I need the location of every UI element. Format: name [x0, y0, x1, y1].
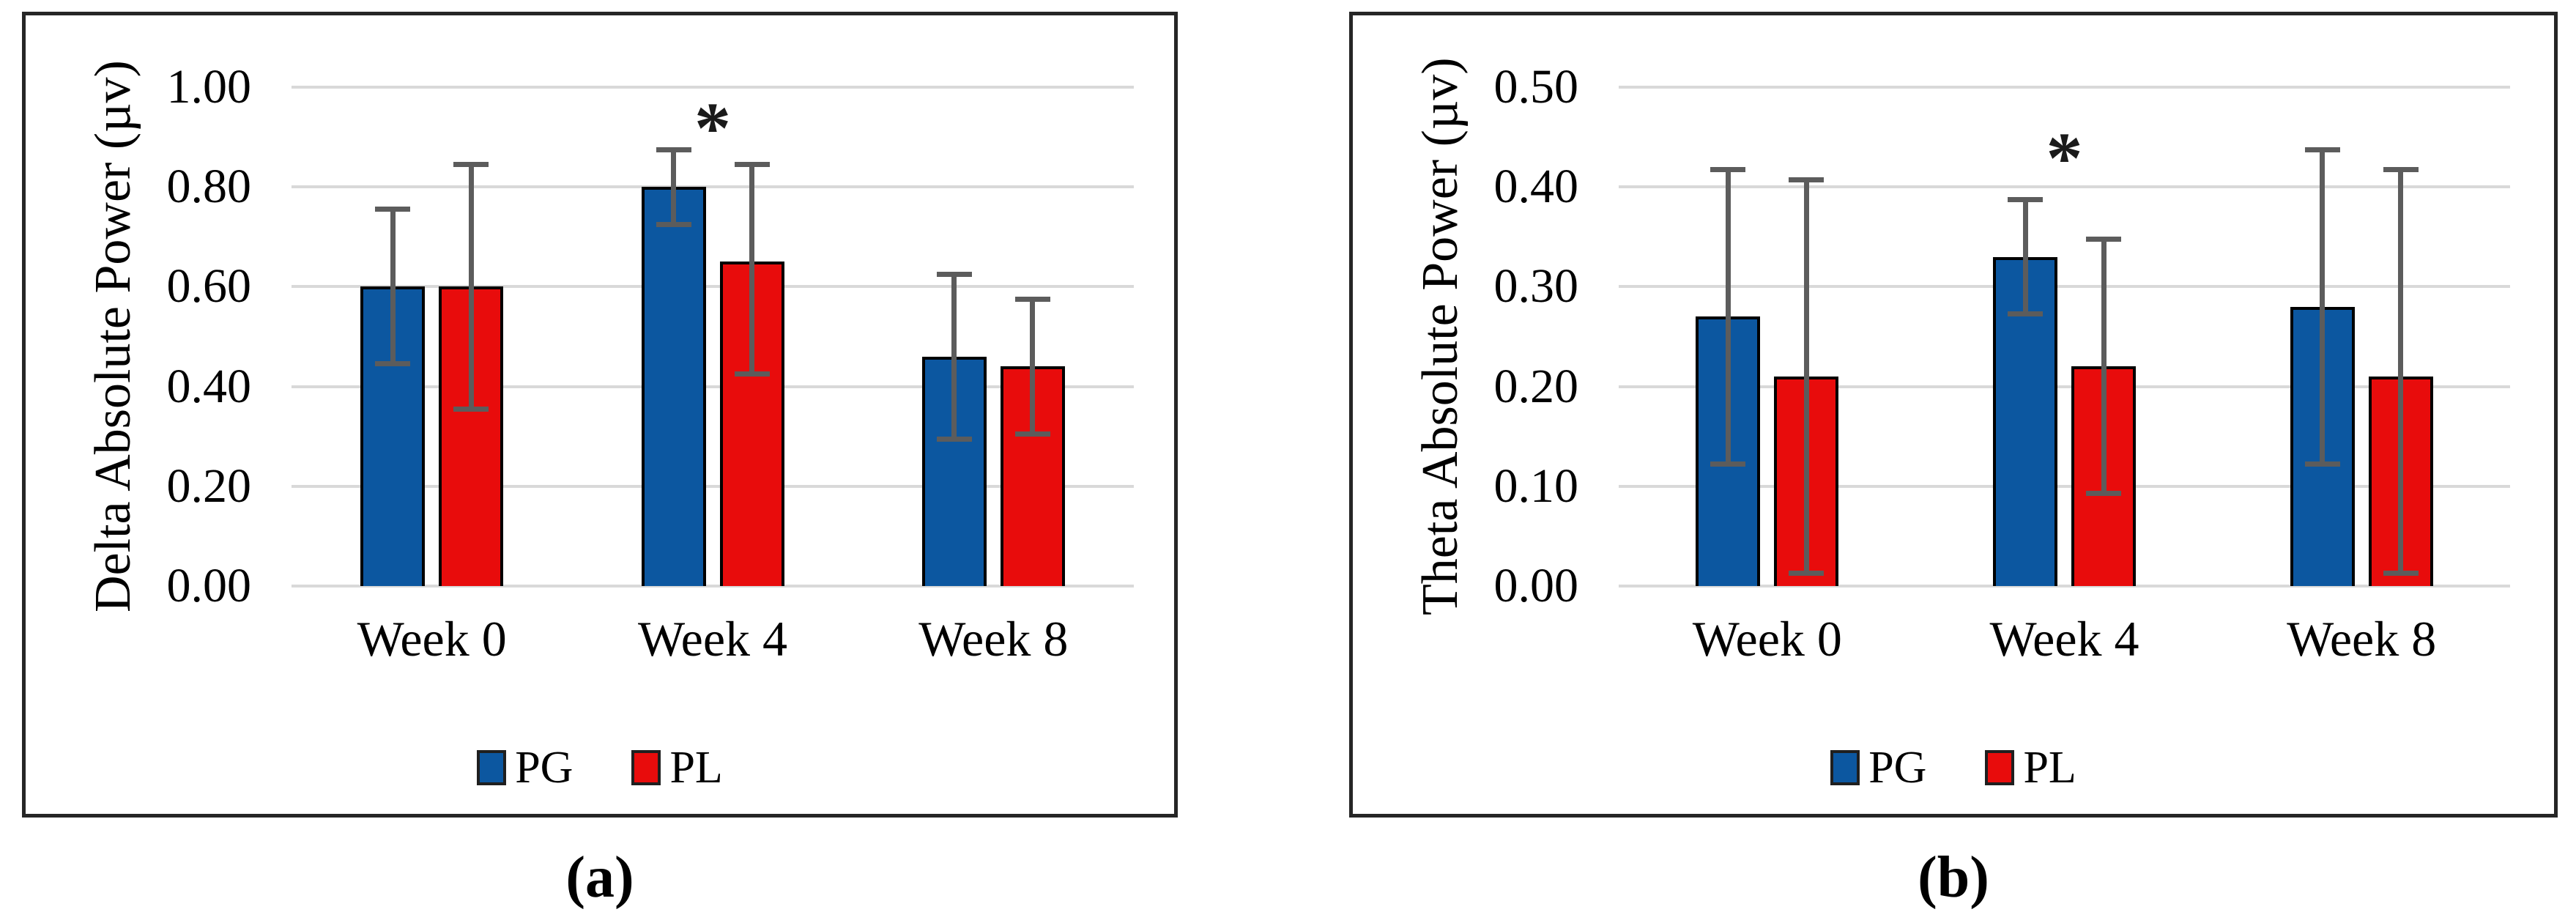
legend-swatch-pl	[1985, 750, 2015, 785]
error-bar-cap-bottom	[936, 436, 972, 442]
error-bar-cap-bottom	[734, 371, 770, 377]
bar-pl-week-4	[719, 262, 784, 586]
error-bar	[1710, 166, 1746, 467]
error-bar-cap-bottom	[2383, 571, 2419, 577]
error-bar-cap-top	[2383, 166, 2419, 172]
legend: PG PL	[1353, 745, 2554, 790]
error-bar-cap-top	[656, 147, 691, 152]
error-bar-cap-bottom	[2086, 491, 2121, 497]
error-bar	[734, 162, 770, 377]
legend-item-pg: PG	[1830, 745, 1926, 790]
gridline	[292, 185, 1134, 189]
gridline	[292, 585, 1134, 587]
error-bar-cap-top	[734, 162, 770, 168]
significance-asterisk: *	[694, 86, 731, 168]
error-bar-cap-bottom	[375, 361, 411, 367]
error-bar	[375, 207, 411, 367]
error-bar-cap-bottom	[656, 221, 691, 227]
error-bar	[656, 147, 691, 227]
error-bar-cap-top	[1014, 297, 1050, 303]
delta-power-chart-panel: Delta Absolute Power (µv) 1.00 0.80 0.60 0.…	[22, 12, 1178, 818]
gridline	[1619, 484, 2510, 488]
error-bar	[2008, 196, 2043, 317]
y-tick-label: 0.30	[1493, 259, 1579, 314]
bar-pg-week-0	[360, 286, 426, 586]
gridline	[1619, 585, 2510, 587]
error-bar-cap-top	[453, 162, 489, 168]
error-bar-cap-top	[1710, 166, 1746, 172]
bar-pg-week-4	[641, 187, 706, 586]
error-bar	[2383, 166, 2419, 577]
panel-caption-b: (b)	[1918, 845, 1989, 910]
x-category-label: Week 8	[918, 611, 1069, 667]
panel-caption-a: (a)	[565, 845, 634, 910]
error-bar-cap-top	[375, 207, 411, 212]
y-tick-label: 0.50	[1493, 60, 1579, 114]
x-category-label: Week 4	[1989, 611, 2139, 667]
theta-power-chart-panel: Theta Absolute Power (µv) 0.50 0.40 0.30 0.…	[1349, 12, 2558, 818]
error-bar-cap-bottom	[453, 406, 489, 412]
y-tick-label: 0.40	[1493, 160, 1579, 214]
legend-item-pl: PL	[631, 743, 723, 793]
gridline	[292, 484, 1134, 488]
legend-swatch-pg	[1830, 750, 1860, 785]
plot-area: 1.00 0.80 0.60 0.40 0.20 0.00 Week 0 Week 4 Week…	[167, 63, 1134, 664]
error-bar-cap-bottom	[2008, 311, 2043, 317]
gridline	[292, 385, 1134, 388]
y-tick-label: 0.00	[1493, 559, 1579, 612]
error-bar-cap-top	[2304, 147, 2340, 152]
significance-asterisk: *	[2046, 116, 2083, 199]
legend-label: PL	[669, 743, 723, 793]
gridline	[1619, 285, 2510, 289]
legend-label: PL	[2023, 743, 2076, 793]
y-axis-title: Theta Absolute Power (µv)	[1412, 57, 1469, 616]
legend-item-pg: PG	[477, 745, 573, 790]
y-tick-label: 0.80	[166, 160, 252, 214]
y-tick-label: 0.00	[166, 559, 252, 612]
error-bar	[1789, 177, 1825, 577]
error-bar	[2086, 237, 2121, 497]
error-bar-cap-bottom	[1014, 431, 1050, 437]
legend-swatch-pg	[477, 750, 507, 785]
error-bar	[936, 271, 972, 442]
error-bar-cap-top	[2008, 196, 2043, 202]
error-bar-cap-bottom	[1789, 571, 1825, 577]
y-tick-label: 0.40	[166, 359, 252, 413]
error-bar-cap-bottom	[1710, 461, 1746, 467]
error-bar	[2304, 147, 2340, 467]
error-bar-cap-top	[1789, 177, 1825, 182]
gridline	[1619, 86, 2510, 89]
error-bar	[1014, 297, 1050, 437]
error-bar-cap-top	[2086, 237, 2121, 242]
x-category-label: Week 0	[357, 611, 507, 667]
legend-label: PG	[1868, 743, 1927, 793]
legend-swatch-pl	[631, 750, 661, 785]
error-bar-cap-top	[936, 271, 972, 277]
y-tick-label: 1.00	[166, 60, 252, 114]
gridline	[292, 285, 1134, 289]
x-category-label: Week 0	[1692, 611, 1842, 667]
y-tick-label: 0.60	[166, 259, 252, 314]
y-axis-title: Delta Absolute Power (µv)	[85, 60, 141, 613]
gridline	[1619, 185, 2510, 189]
legend-label: PG	[515, 743, 574, 793]
legend: PG PL	[26, 745, 1174, 790]
y-tick-label: 0.10	[1493, 459, 1579, 513]
x-category-label: Week 8	[2287, 611, 2437, 667]
gridline	[1619, 385, 2510, 388]
x-category-label: Week 4	[637, 611, 788, 667]
legend-item-pl: PL	[1985, 745, 2076, 790]
gridline	[292, 86, 1134, 89]
y-tick-label: 0.20	[166, 459, 252, 513]
plot-area: 0.50 0.40 0.30 0.20 0.10 0.00 Week 0 Week 4 Week…	[1494, 63, 2510, 664]
y-tick-label: 0.20	[1493, 359, 1579, 413]
error-bar-cap-bottom	[2304, 461, 2340, 467]
error-bar	[453, 162, 489, 412]
